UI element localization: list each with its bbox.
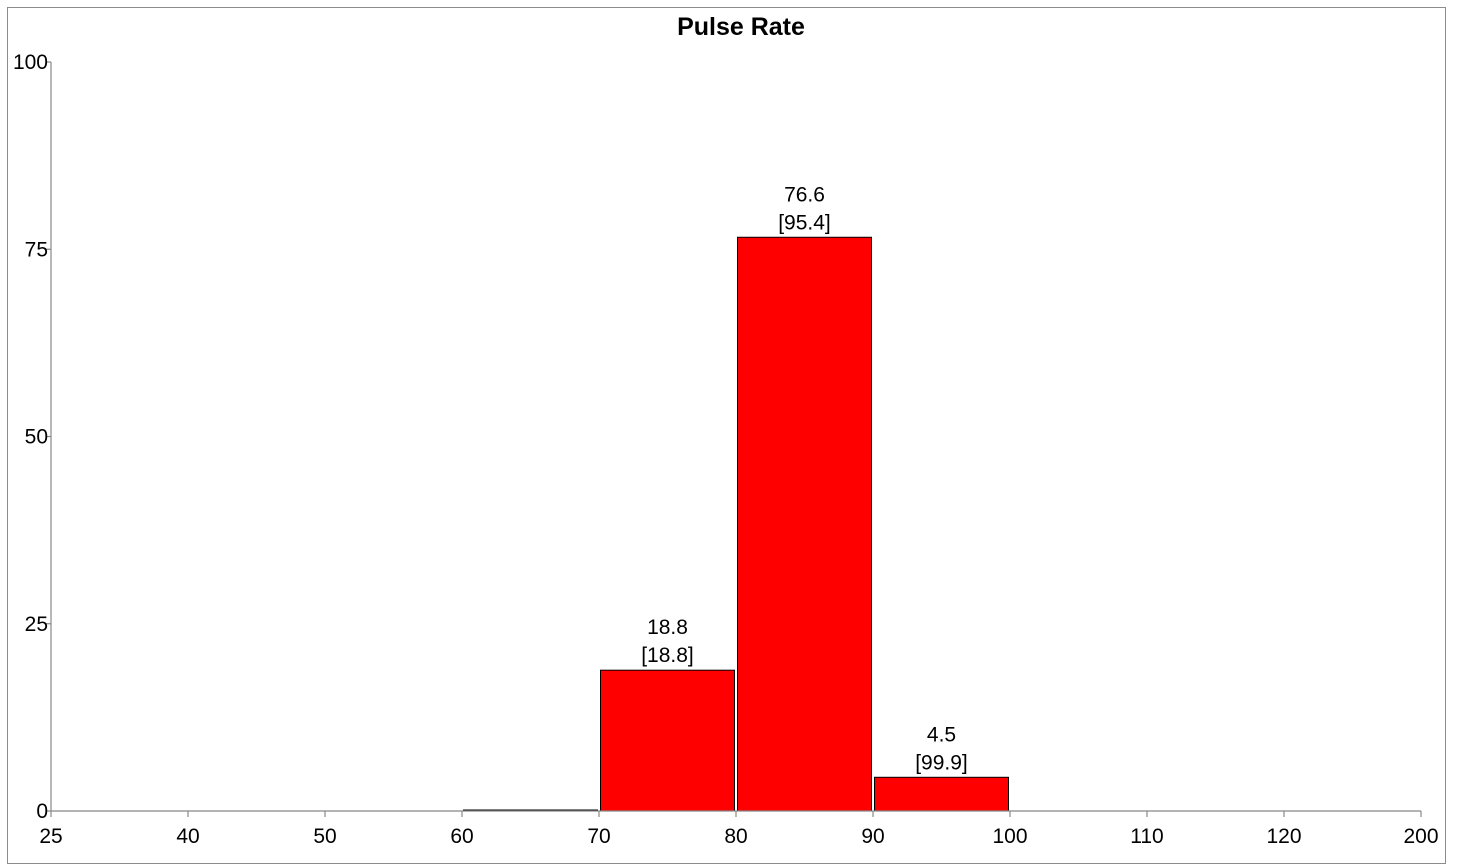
- chart-title: Pulse Rate: [677, 13, 805, 41]
- bars-layer: [463, 236, 1009, 812]
- x-tick-label: 50: [313, 825, 336, 848]
- bar-value-label: 76.6: [784, 183, 825, 206]
- x-tick-label: 200: [1403, 825, 1438, 848]
- histogram-bar-70-80: [600, 669, 735, 812]
- bar-cumulative-label: [18.8]: [641, 644, 694, 667]
- bar-value-label: 18.8: [647, 616, 688, 639]
- y-tick-label: 25: [25, 613, 48, 636]
- x-tick-label: 70: [587, 825, 610, 848]
- x-tick-label: 100: [992, 825, 1027, 848]
- bar-cumulative-label: [99.9]: [915, 751, 968, 774]
- data-labels-layer: 18.8 [18.8] 76.6 [95.4] 4.5 [99.9]: [641, 183, 968, 774]
- y-tick-label: 100: [13, 51, 48, 74]
- bar-cumulative-label: [95.4]: [778, 211, 831, 234]
- bar-value-label: 4.5: [927, 723, 956, 746]
- histogram-bar-80-90: [737, 236, 872, 812]
- histogram-bar-90-100: [874, 776, 1009, 812]
- y-tick-label: 50: [25, 426, 48, 449]
- x-tick-label: 90: [861, 825, 884, 848]
- y-tick-label: 0: [36, 800, 48, 823]
- x-tick-label: 120: [1266, 825, 1301, 848]
- x-tick-label: 80: [724, 825, 747, 848]
- x-tick-label: 60: [450, 825, 473, 848]
- x-tick-label: 110: [1130, 825, 1163, 848]
- y-tick-label: 75: [25, 238, 48, 261]
- x-tick-label: 40: [176, 825, 199, 848]
- x-tick-label: 25: [39, 825, 62, 848]
